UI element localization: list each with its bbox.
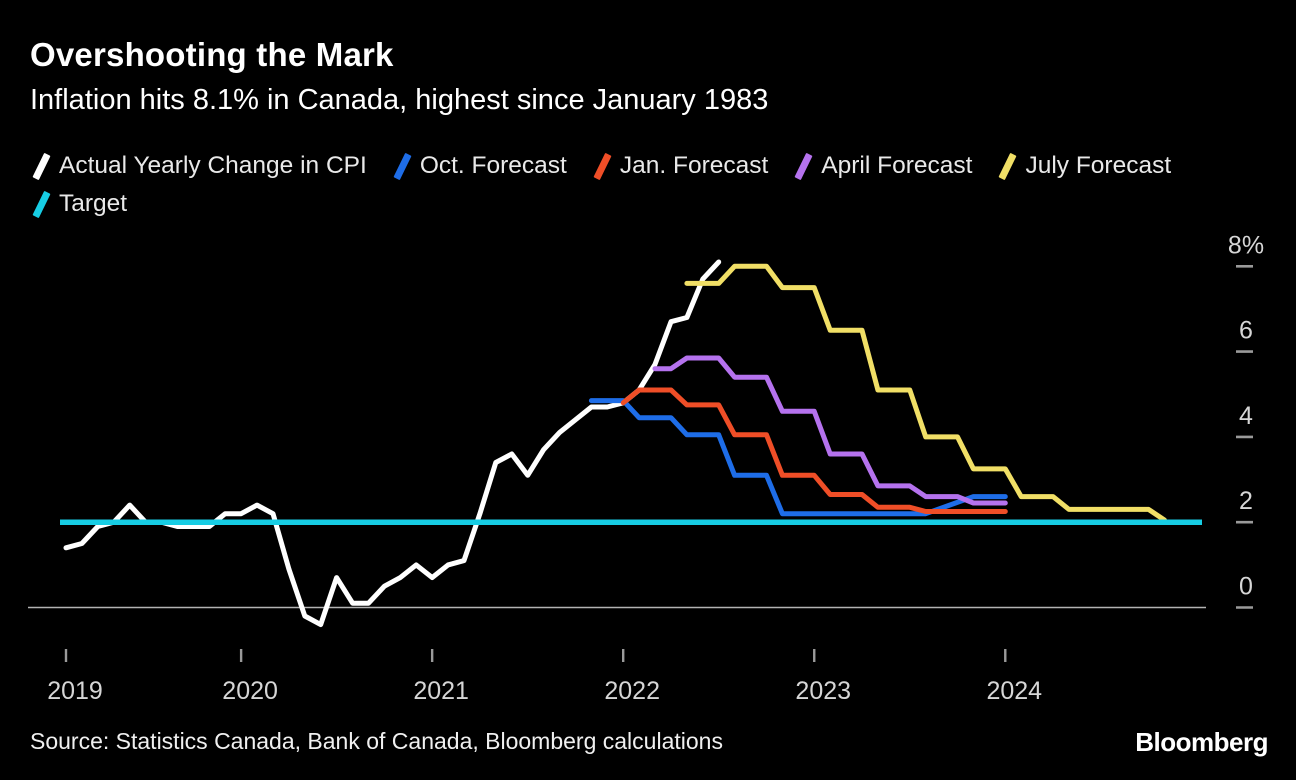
page-title: Overshooting the Mark xyxy=(30,36,394,73)
x-tick-label: 2020 xyxy=(222,677,278,705)
y-tick-label: 0 xyxy=(1239,573,1253,601)
legend-label: April Forecast xyxy=(821,152,973,179)
x-tick-label: 2024 xyxy=(986,677,1042,705)
legend-label: Oct. Forecast xyxy=(419,152,567,179)
legend-item-oct-forecast: Oct. Forecast xyxy=(391,150,567,182)
legend: Actual Yearly Change in CPI Oct. Forecast… xyxy=(30,150,1200,220)
legend-label: July Forecast xyxy=(1025,152,1172,179)
y-tick-label: 8% xyxy=(1228,231,1264,259)
series-actual-yearly-change-in-cpi xyxy=(63,259,722,628)
series-april-forecast xyxy=(652,355,1008,506)
legend-item-april-forecast: April Forecast xyxy=(792,150,972,182)
legend-label: Jan. Forecast xyxy=(619,152,769,179)
series-july-forecast xyxy=(684,263,1167,523)
legend-item-july-forecast: July Forecast xyxy=(996,150,1171,182)
header: Overshooting the Mark Inflation hits 8.1… xyxy=(30,36,768,118)
legend-item-jan-forecast: Jan. Forecast xyxy=(591,150,768,182)
series-jan-forecast xyxy=(620,387,1008,514)
bloomberg-logo: Bloomberg xyxy=(1135,727,1268,757)
legend-label: Target xyxy=(59,190,128,217)
x-tick-label: 2021 xyxy=(413,677,469,705)
x-tick-label: 2022 xyxy=(604,677,660,705)
legend-item-actual-yearly-change-in-cpi: Actual Yearly Change in CPI xyxy=(30,150,367,182)
page-subtitle: Inflation hits 8.1% in Canada, highest s… xyxy=(30,84,769,116)
x-tick-label: 2019 xyxy=(47,677,103,705)
source-note: Source: Statistics Canada, Bank of Canad… xyxy=(30,728,723,754)
legend-label: Actual Yearly Change in CPI xyxy=(59,152,367,179)
y-tick-label: 2 xyxy=(1239,487,1253,515)
y-tick-label: 6 xyxy=(1239,317,1253,345)
x-tick-label: 2023 xyxy=(795,677,851,705)
y-tick-label: 4 xyxy=(1239,402,1253,430)
legend-item-target: Target xyxy=(30,188,127,220)
